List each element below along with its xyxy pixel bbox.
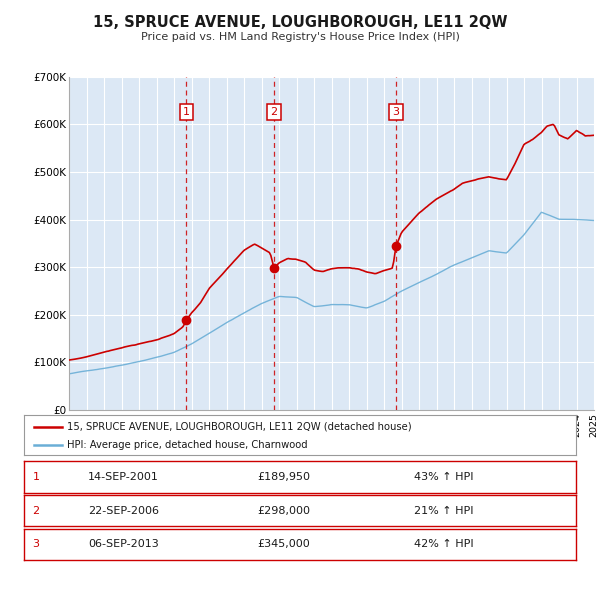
Text: 42% ↑ HPI: 42% ↑ HPI — [414, 539, 473, 549]
Text: HPI: Average price, detached house, Charnwood: HPI: Average price, detached house, Char… — [67, 440, 308, 450]
Text: £189,950: £189,950 — [257, 472, 310, 482]
Text: 21% ↑ HPI: 21% ↑ HPI — [414, 506, 473, 516]
Text: 1: 1 — [183, 107, 190, 117]
Text: 22-SEP-2006: 22-SEP-2006 — [88, 506, 159, 516]
Text: 15, SPRUCE AVENUE, LOUGHBOROUGH, LE11 2QW (detached house): 15, SPRUCE AVENUE, LOUGHBOROUGH, LE11 2Q… — [67, 422, 412, 432]
Text: 43% ↑ HPI: 43% ↑ HPI — [414, 472, 473, 482]
Text: 3: 3 — [32, 539, 40, 549]
Text: 15, SPRUCE AVENUE, LOUGHBOROUGH, LE11 2QW: 15, SPRUCE AVENUE, LOUGHBOROUGH, LE11 2Q… — [93, 15, 507, 30]
Text: 06-SEP-2013: 06-SEP-2013 — [88, 539, 159, 549]
Text: £298,000: £298,000 — [257, 506, 310, 516]
Text: 2: 2 — [32, 506, 40, 516]
Text: 2: 2 — [271, 107, 278, 117]
Text: £345,000: £345,000 — [257, 539, 310, 549]
Text: 14-SEP-2001: 14-SEP-2001 — [88, 472, 159, 482]
Text: Price paid vs. HM Land Registry's House Price Index (HPI): Price paid vs. HM Land Registry's House … — [140, 32, 460, 42]
Text: 3: 3 — [392, 107, 400, 117]
Text: 1: 1 — [32, 472, 40, 482]
